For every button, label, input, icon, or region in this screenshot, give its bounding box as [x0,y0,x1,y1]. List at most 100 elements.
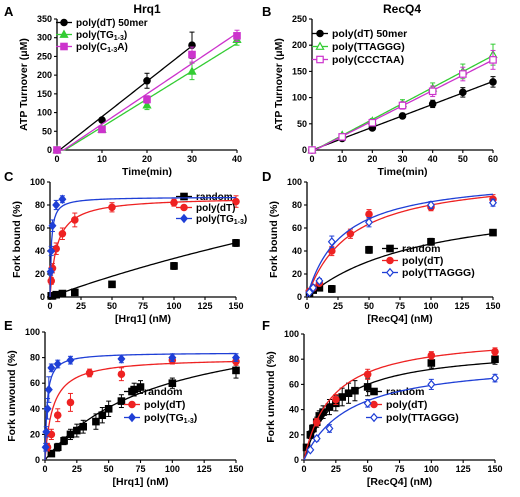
legend-label-subscript: 1-3 [107,47,117,54]
legend-entry: poly(dT) [382,255,443,267]
y-axis-label: Fork unwound (%) [6,350,18,442]
legend-entry: poly(TTAGGG) [312,41,405,53]
x-tick-label: 125 [197,301,212,311]
data-point [365,246,373,254]
data-point [98,125,106,134]
data-point [365,217,373,227]
series-2 [308,49,497,154]
data-point [168,379,177,388]
data-point [491,373,499,383]
legend-entry: poly(dT) [176,203,235,214]
legend-label-tail: A) [117,42,128,53]
legend-label-text: poly(TTAGGG) [332,41,405,53]
data-point [233,32,241,40]
legend-label: poly(CCCTAA) [332,54,404,66]
x-tick-label: 0 [304,301,309,311]
y-tick-label: 200 [292,40,307,50]
data-point [491,355,499,364]
fit-line [49,196,237,298]
fit-line [57,32,238,151]
series-1 [43,355,240,461]
data-point [47,449,56,458]
x-tick-label: 0 [309,154,314,164]
x-tick-label: 75 [135,464,145,474]
data-point [117,397,126,405]
data-point [188,50,196,59]
y-axis-label: Fork bound (%) [11,201,23,278]
y-axis-label: ATP Turnover (μM) [273,38,285,131]
data-point [41,442,50,452]
panel-a: A Hrq1 0 10 20 30 40 0 50 100 150 200 250 300 350 Time(… [4,2,242,178]
x-tick-label: 0 [42,464,47,474]
data-point [70,288,79,297]
legend-label-text: poly(dT) [144,399,185,411]
legend-label: poly(dT) 50mer [332,28,407,40]
legend-entry: random [124,386,183,398]
data-point [47,363,56,373]
data-point [428,100,437,108]
legend-label: random [386,386,425,398]
series-1 [303,347,499,461]
data-point [325,403,334,411]
data-point [66,355,75,365]
y-tick-label: 40 [292,246,302,256]
x-tick-label: 25 [76,301,86,311]
series-0 [47,239,240,300]
data-point [92,417,100,426]
legend-marker [370,400,378,409]
data-point [427,359,436,367]
data-point [489,56,497,64]
data-point [58,229,67,238]
legend-label: poly(TG1-3) [144,412,197,425]
data-point [117,354,126,364]
x-tick-label: 150 [228,464,243,474]
data-point [427,379,436,390]
data-point [98,116,106,124]
y-tick-label: 50 [297,119,307,129]
legend-marker [386,244,394,253]
data-point [60,437,68,445]
data-point [427,238,435,246]
data-point [309,283,318,293]
data-point [117,370,126,379]
y-tick-label: 20 [30,429,40,439]
legend-label-text: poly(TTAGGG) [402,267,475,279]
y-tick-label: 60 [35,223,45,233]
data-point [66,398,75,407]
data-point [491,347,499,356]
y-tick-label: 40 [289,405,299,415]
x-tick-label: 50 [458,154,468,164]
y-tick-label: 80 [292,200,302,210]
data-point [58,289,67,298]
legend-label: random [144,386,183,398]
x-tick-label: 100 [165,464,180,474]
y-axis-label: Fork bound (%) [268,201,280,278]
y-tick-label: 0 [35,455,40,465]
fit-line [57,45,193,151]
legend-entry: poly(TTAGGG) [382,267,475,279]
data-point [328,285,336,293]
data-point [43,404,52,414]
y-tick-label: 20 [289,430,299,440]
x-tick-label: 0 [47,301,52,311]
legend-label-text: poly(C [76,42,107,53]
legend-marker [128,412,136,423]
legend-label: poly(dT) [402,255,443,267]
series-0 [44,362,240,461]
data-point [459,70,467,78]
legend-marker [180,203,188,212]
y-tick-label: 100 [287,177,302,187]
y-tick-label: 60 [292,223,302,233]
data-point [47,430,56,439]
data-point [232,197,240,206]
y-tick-label: 40 [35,246,45,256]
x-tick-label: 60 [488,154,498,164]
legend-entry: poly(dT) 50mer [56,18,148,29]
x-tick-label: 75 [395,301,405,311]
legend-label: poly(dT) 50mer [76,18,148,29]
fit-line [49,242,237,298]
panel-d: D 0 25 50 75 100 125 150 0 20 40 60 80 100 [RecQ4] (nM… [262,169,501,325]
x-tick-label: 50 [364,301,374,311]
data-point [344,389,353,398]
